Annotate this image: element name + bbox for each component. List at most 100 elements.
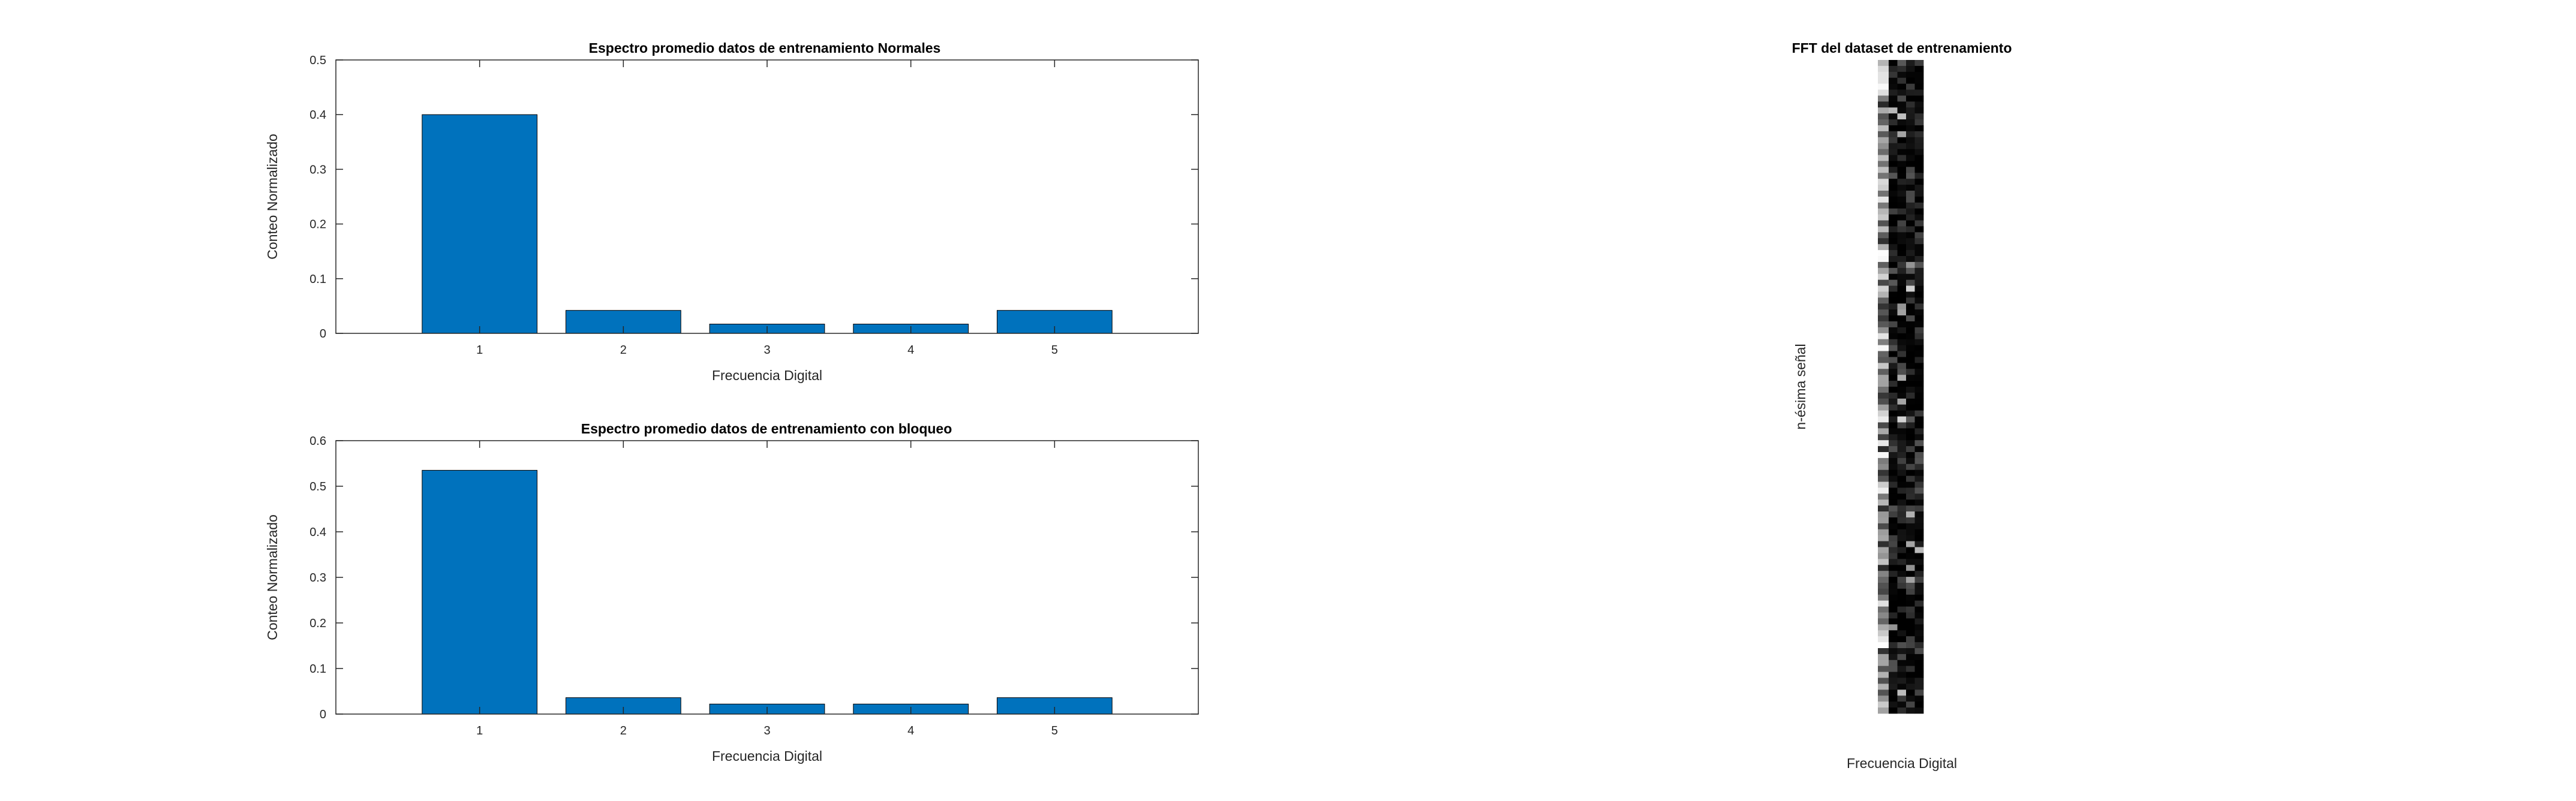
heatmap-cell (1906, 208, 1915, 215)
heatmap-cell (1878, 654, 1889, 661)
heatmap-cell (1878, 363, 1889, 369)
heatmap-cell (1889, 196, 1898, 203)
heatmap-cell (1889, 398, 1898, 405)
heatmap-cell (1889, 179, 1898, 185)
heatmap-cell (1914, 671, 1924, 678)
heatmap-cell (1878, 618, 1889, 625)
heatmap-cell (1889, 279, 1898, 286)
heatmap-cell (1897, 179, 1907, 185)
heatmap-cell (1914, 660, 1924, 667)
heatmap-cell (1906, 143, 1915, 150)
heatmap-cell (1906, 553, 1915, 559)
heatmap-cell (1889, 475, 1898, 482)
heatmap-cell (1906, 428, 1915, 435)
heatmap-cell (1889, 428, 1898, 435)
heatmap-cell (1906, 475, 1915, 482)
heatmap-cell (1889, 559, 1898, 565)
heatmap-cell (1914, 410, 1924, 417)
heatmap-cell (1897, 648, 1907, 655)
heatmap-cell (1897, 606, 1907, 613)
heatmap-cell (1889, 452, 1898, 459)
heatmap-cell (1897, 143, 1907, 150)
heatmap-cell (1897, 238, 1907, 245)
heatmap-cell (1878, 77, 1889, 85)
heatmap-cell (1897, 701, 1907, 708)
heatmap-cell (1897, 137, 1907, 144)
heatmap-cell (1906, 137, 1915, 144)
heatmap-cell (1897, 594, 1907, 601)
heatmap-cell (1914, 196, 1924, 203)
heatmap-cell (1914, 695, 1924, 702)
heatmap-cell (1897, 119, 1907, 126)
heatmap-cell (1889, 529, 1898, 536)
heatmap-cell (1914, 173, 1924, 179)
heatmap-cell (1906, 624, 1915, 631)
heatmap-cell (1878, 185, 1889, 191)
heatmap-cell (1878, 89, 1889, 96)
x-tick-label: 4 (907, 344, 914, 357)
heatmap-cell (1878, 523, 1889, 530)
heatmap-cell (1897, 612, 1907, 619)
heatmap-cell (1897, 523, 1907, 530)
chart2-ylabel: Conteo Normalizado (264, 514, 280, 640)
heatmap-cell (1897, 167, 1907, 173)
heatmap-cell (1906, 434, 1915, 441)
heatmap-cell (1897, 541, 1907, 547)
heatmap-cell (1878, 571, 1889, 577)
heatmap-cell (1906, 523, 1915, 530)
heatmap-cell (1906, 285, 1915, 292)
heatmap-cell (1889, 630, 1898, 637)
heatmap-cell (1889, 588, 1898, 595)
heatmap-cell (1878, 475, 1889, 482)
heatmap-cell (1906, 695, 1915, 702)
heatmap-cell (1889, 226, 1898, 233)
heatmap-cell (1897, 77, 1907, 85)
heatmap-cell (1889, 517, 1898, 524)
heatmap-cell (1914, 149, 1924, 155)
heatmap-cell (1906, 185, 1915, 191)
heatmap-cell (1914, 327, 1924, 334)
heatmap-cell (1889, 381, 1898, 387)
heatmap-cell (1889, 273, 1898, 281)
heatmap-cell (1914, 457, 1924, 465)
heatmap-cell (1889, 523, 1898, 530)
heatmap-cell (1906, 422, 1915, 429)
heatmap-cell (1914, 208, 1924, 215)
heatmap-cell (1897, 107, 1907, 114)
heatmap-cell (1889, 65, 1898, 73)
heatmap-cell (1906, 267, 1915, 275)
heatmap-cell (1906, 404, 1915, 411)
heatmap-cell (1878, 357, 1889, 363)
heatmap-cell (1906, 256, 1915, 263)
heatmap-cell (1906, 220, 1915, 227)
heatmap-cell (1878, 226, 1889, 233)
heatmap-cell (1914, 541, 1924, 547)
heatmap-cell (1914, 571, 1924, 577)
heatmap-cell (1897, 583, 1907, 589)
heatmap-cell (1914, 125, 1924, 132)
heatmap-cell (1897, 291, 1907, 298)
y-tick-label: 0.5 (309, 54, 326, 67)
heatmap-cell (1914, 232, 1924, 239)
heatmap-cell (1897, 267, 1907, 275)
heatmap-cell (1914, 683, 1924, 690)
heatmap-cell (1897, 155, 1907, 161)
heatmap-cell (1878, 660, 1889, 667)
heatmap-cell (1914, 273, 1924, 281)
heatmap-cell (1914, 202, 1924, 209)
y-tick-label: 0.4 (309, 109, 326, 122)
heatmap-cell (1914, 167, 1924, 173)
heatmap-cell (1897, 666, 1907, 673)
heatmap-cell (1914, 553, 1924, 559)
heatmap-cell (1897, 487, 1907, 494)
heatmap-cell (1878, 547, 1889, 553)
heatmap-cell (1889, 167, 1898, 173)
heatmap-cell (1897, 636, 1907, 643)
heatmap-cell (1906, 60, 1915, 67)
heatmap-cell (1906, 179, 1915, 185)
heatmap-cell (1906, 65, 1915, 73)
heatmap-cell (1914, 285, 1924, 292)
heatmap-cell (1906, 588, 1915, 595)
heatmap-cell (1889, 577, 1898, 583)
heatmap-cell (1914, 339, 1924, 346)
